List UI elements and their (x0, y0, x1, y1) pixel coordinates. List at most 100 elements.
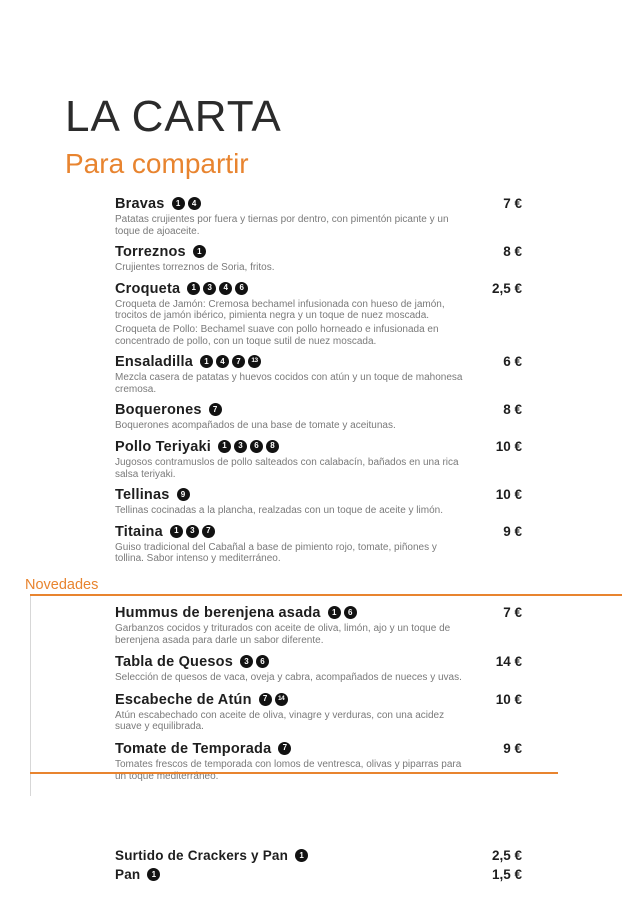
item-name: Hummus de berenjena asada (115, 605, 321, 621)
menu-item-header: Pollo Teriyaki 1 3 6 8 10 € (115, 439, 522, 455)
menu-item: Torreznos 1 8 € Crujientes torreznos de Sor… (115, 244, 522, 274)
allergen-badges: 9 (176, 488, 193, 502)
allergen-badge: 6 (343, 606, 357, 619)
allergen-badge: 1 (199, 355, 213, 369)
item-price: 10 € (495, 487, 522, 503)
main-menu-list: Bravas 1 4 7 € Patatas crujientes por fuera … (115, 196, 522, 572)
item-name: Tellinas (115, 487, 170, 504)
menu-item-header: Croqueta 1 3 4 6 2,5 € (115, 281, 522, 297)
allergen-badges: 7 (278, 741, 294, 755)
allergen-badges: 1 4 7 13 (199, 355, 264, 369)
item-price: 2,5 € (491, 848, 522, 863)
allergen-badge: 4 (219, 281, 233, 295)
item-name: Pan (115, 867, 141, 882)
item-price: 10 € (495, 438, 522, 454)
allergen-badge: 14 (274, 692, 288, 706)
page-title: LA CARTA (65, 92, 282, 141)
menu-item: Pollo Teriyaki 1 3 6 8 10 € Jugosos contramusl… (115, 439, 522, 480)
allergen-badge: 7 (208, 403, 222, 417)
allergen-badge: 1 (218, 439, 232, 453)
item-name: Bravas (115, 196, 165, 212)
allergen-badge: 7 (231, 355, 245, 369)
item-description: Guiso tradicional del Cabañal a base de … (115, 541, 437, 565)
item-description: Selección de quesos de vaca, oveja y cab… (115, 672, 462, 684)
menu-item-header: Pan 1 1,5 € (115, 867, 522, 883)
item-price: 2,5 € (491, 280, 522, 296)
item-price: 9 € (503, 523, 522, 539)
menu-item-header: Surtido de Crackers y Pan 1 2,5 € (115, 848, 522, 864)
menu-item: Tabla de Quesos 3 6 14 € Selección de quesos… (115, 654, 622, 684)
allergen-badges: 1 (295, 849, 311, 862)
menu-item: Ensaladilla 1 4 7 13 6 € Mezcla casera de pata… (115, 354, 522, 395)
allergen-badge: 4 (187, 197, 201, 210)
menu-item: Surtido de Crackers y Pan 1 2,5 € (115, 848, 522, 864)
item-price: 7 € (503, 605, 522, 620)
item-description: Croqueta de Jamón: Cremosa bechamel infu… (115, 298, 445, 322)
item-price: 10 € (495, 691, 522, 707)
menu-item-header: Tellinas 9 10 € (115, 487, 522, 503)
item-description: Jugosos contramuslos de pollo salteados … (115, 456, 459, 480)
allergen-badge: 1 (169, 524, 183, 538)
item-description: Tomates frescos de temporada con lomos d… (115, 758, 462, 782)
allergen-badge: 1 (147, 868, 161, 881)
item-description: Atún escabechado con aceite de oliva, vi… (115, 709, 445, 733)
menu-item-header: Hummus de berenjena asada 1 6 7 € (115, 605, 522, 621)
item-description: Boquerones acompañados de una base de to… (115, 420, 396, 432)
allergen-badge: 6 (235, 281, 249, 295)
menu-item-header: Tomate de Temporada 7 9 € (115, 741, 522, 757)
allergen-badge: 9 (176, 488, 190, 502)
item-description: Tellinas cocinadas a la plancha, realzad… (115, 505, 443, 517)
item-name: Pollo Teriyaki (115, 438, 212, 455)
menu-item: Tellinas 9 10 € Tellinas cocinadas a la pla… (115, 487, 522, 517)
menu-item-header: Ensaladilla 1 4 7 13 6 € (115, 354, 522, 370)
item-description: Garbanzos cocidos y triturados con aceit… (115, 623, 451, 646)
item-price: 8 € (503, 402, 522, 418)
extras-list: Surtido de Crackers y Pan 1 2,5 € Pan 1 1,5 € (115, 848, 522, 886)
allergen-badge: 1 (327, 606, 341, 619)
novedades-top-rule (30, 594, 622, 596)
allergen-badge: 7 (258, 692, 272, 706)
allergen-badge: 1 (192, 245, 206, 259)
menu-item-header: Torreznos 1 8 € (115, 244, 522, 260)
item-description: Crujientes torreznos de Soria, fritos. (115, 262, 275, 274)
allergen-badge: 1 (187, 281, 201, 295)
item-name: Surtido de Crackers y Pan (115, 848, 289, 863)
menu-item-header: Bravas 1 4 7 € (115, 196, 522, 212)
novedades-bottom-rule (30, 772, 558, 774)
allergen-badge: 7 (201, 524, 215, 538)
item-description: Mezcla casera de patatas y huevos cocido… (115, 372, 463, 395)
allergen-badges: 7 (208, 403, 225, 417)
allergen-badge: 6 (255, 655, 269, 669)
allergen-badge: 6 (250, 439, 264, 453)
item-description: Croqueta de Pollo: Bechamel suave con po… (115, 323, 439, 347)
allergen-badges: 1 (147, 868, 163, 881)
item-price: 1,5 € (491, 867, 522, 882)
menu-item: Croqueta 1 3 4 6 2,5 € Croqueta de Jamón: Crem… (115, 281, 522, 347)
item-name: Tomate de Temporada (115, 740, 272, 757)
item-name: Escabeche de Atún (115, 691, 252, 708)
allergen-badge: 3 (239, 655, 253, 669)
menu-item-header: Titaina 1 3 7 9 € (115, 524, 522, 540)
allergen-badge: 8 (266, 439, 280, 453)
allergen-badge: 4 (215, 355, 229, 369)
menu-item-header: Escabeche de Atún 7 14 10 € (115, 692, 522, 708)
item-name: Torreznos (115, 244, 186, 261)
item-price: 7 € (503, 196, 522, 211)
item-price: 6 € (503, 354, 522, 370)
allergen-badges: 7 14 (258, 692, 291, 706)
item-name: Ensaladilla (115, 354, 193, 371)
allergen-badge: 7 (278, 741, 292, 755)
section-title-novedades: Novedades (25, 577, 99, 593)
item-price: 14 € (495, 654, 522, 670)
menu-item: Boquerones 7 8 € Boquerones acompañados de … (115, 402, 522, 432)
menu-item: Hummus de berenjena asada 1 6 7 € Garbanzos … (115, 605, 622, 646)
menu-item-header: Boquerones 7 8 € (115, 402, 522, 418)
allergen-badge: 3 (203, 281, 217, 295)
allergen-badge: 3 (234, 439, 248, 453)
